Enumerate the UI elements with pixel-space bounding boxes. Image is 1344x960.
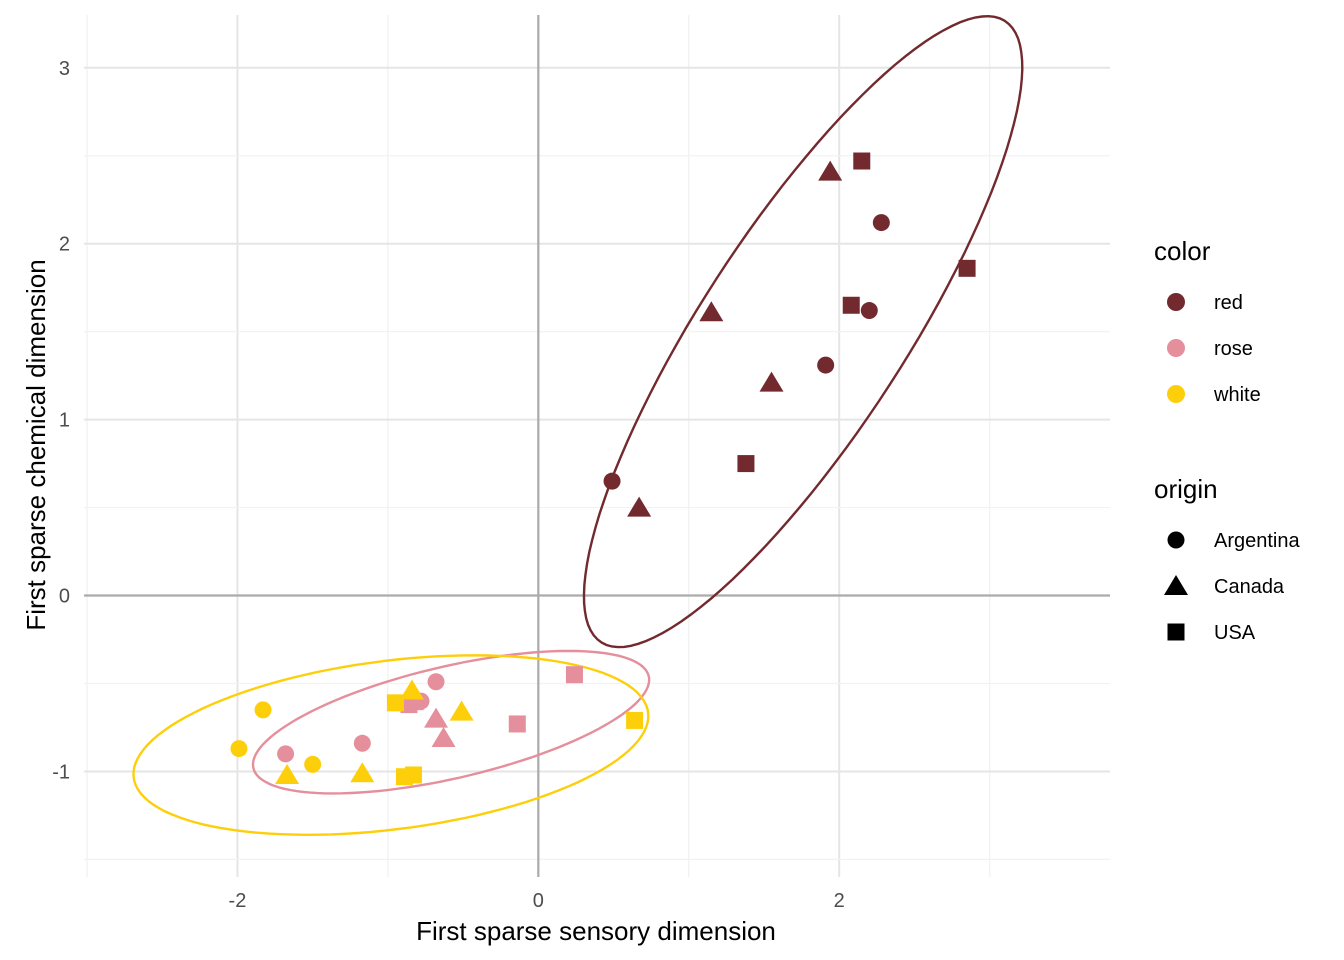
x-tick-label: 0	[533, 890, 544, 912]
ellipse-rose	[251, 649, 651, 795]
point-white-usa	[386, 694, 404, 712]
legend: color red rose white origin Argentina Canad…	[1154, 236, 1300, 644]
point-red-argentina	[872, 214, 890, 232]
point-red-canada	[759, 371, 784, 392]
legend-key-white	[1167, 385, 1185, 403]
point-red-usa	[842, 296, 860, 314]
point-red-usa	[958, 259, 976, 277]
point-rose-argentina	[353, 734, 371, 752]
legend-key-usa	[1167, 623, 1185, 641]
point-white-usa	[626, 711, 644, 729]
data-points	[230, 152, 976, 786]
ellipse-white	[132, 654, 650, 837]
point-white-argentina	[230, 740, 248, 758]
point-rose-usa	[400, 696, 418, 714]
point-rose-usa	[508, 715, 526, 733]
point-red-argentina	[860, 302, 878, 320]
point-white-canada	[399, 679, 424, 700]
point-white-canada	[350, 762, 375, 783]
confidence-ellipses	[132, 14, 1024, 837]
x-axis-title: First sparse sensory dimension	[416, 916, 776, 946]
point-red-usa	[737, 455, 755, 473]
y-tick-label: 0	[59, 586, 70, 608]
legend-label-white: white	[1213, 384, 1261, 406]
legend-label-rose: rose	[1214, 338, 1253, 360]
point-red-usa	[853, 152, 871, 170]
point-rose-argentina	[277, 745, 295, 763]
x-tick-label: 2	[834, 890, 845, 912]
point-rose-usa	[565, 666, 583, 684]
legend-color-title: color	[1154, 236, 1211, 266]
legend-key-rose	[1167, 339, 1185, 357]
point-red-canada	[627, 496, 652, 517]
point-white-usa	[404, 766, 422, 784]
legend-key-red	[1167, 293, 1185, 311]
y-tick-label: -1	[52, 761, 70, 783]
point-white-canada	[275, 763, 300, 784]
point-red-argentina	[603, 472, 621, 490]
legend-key-canada	[1164, 575, 1188, 595]
point-rose-argentina	[427, 673, 445, 691]
y-axis-title: First sparse chemical dimension	[21, 259, 51, 630]
point-red-canada	[818, 160, 843, 181]
point-red-argentina	[817, 356, 835, 374]
point-red-canada	[699, 301, 724, 322]
point-white-canada	[449, 700, 474, 721]
point-white-argentina	[304, 755, 322, 773]
legend-origin-title: origin	[1154, 474, 1218, 504]
legend-origin-items: Argentina Canada USA	[1164, 530, 1300, 644]
y-tick-label: 3	[59, 58, 70, 80]
legend-key-argentina	[1167, 531, 1185, 549]
legend-label-red: red	[1214, 292, 1243, 314]
legend-label-argentina: Argentina	[1214, 530, 1300, 552]
x-tick-label: -2	[229, 890, 247, 912]
y-tick-label: 1	[59, 410, 70, 432]
legend-label-usa: USA	[1214, 622, 1256, 644]
legend-color-items: red rose white	[1167, 292, 1261, 406]
ellipse-red	[582, 14, 1024, 649]
tick-labels: -2 0 2 -1 0 1 2 3	[52, 58, 845, 912]
y-tick-label: 2	[59, 234, 70, 256]
point-rose-canada	[431, 727, 456, 748]
point-white-argentina	[254, 701, 272, 719]
legend-label-canada: Canada	[1214, 576, 1285, 598]
point-rose-canada	[424, 707, 449, 728]
